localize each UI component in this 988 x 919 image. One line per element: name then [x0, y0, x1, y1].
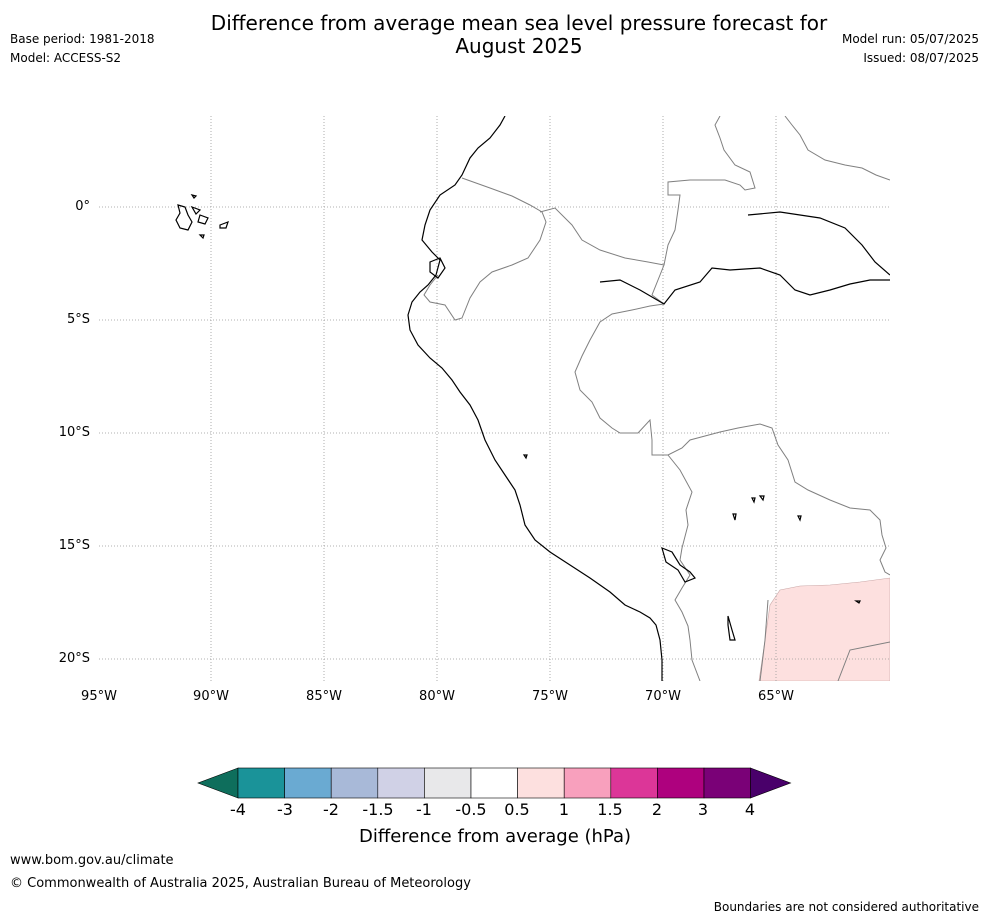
- colorbar-cell: [237, 767, 285, 799]
- colorbar-tick: 3: [697, 800, 709, 819]
- colorbar-tick: 1.5: [597, 800, 623, 819]
- colorbar-tick: -3: [277, 800, 293, 819]
- copyright-text: © Commonwealth of Australia 2025, Austra…: [10, 876, 471, 891]
- colorbar-cell: [563, 767, 612, 799]
- lon-label-75w: 75°W: [532, 689, 568, 704]
- colorbar-tick: -0.5: [455, 800, 487, 819]
- colorbar-tick: -2: [323, 800, 339, 819]
- website-link[interactable]: www.bom.gov.au/climate: [10, 853, 174, 868]
- colorbar-cell: [330, 767, 379, 799]
- colorbar-cell: [517, 767, 565, 799]
- colorbar-tick: 4: [744, 800, 756, 819]
- title-line-1: Difference from average mean sea level p…: [210, 11, 828, 35]
- national-borders: [423, 116, 890, 681]
- colorbar-tick: -4: [230, 800, 246, 819]
- gridlines: [99, 116, 890, 681]
- colorbar-cell: [377, 767, 425, 799]
- colorbar-cell: [470, 767, 518, 799]
- map-title: Difference from average mean sea level p…: [0, 12, 988, 58]
- colorbar-extend-low: [197, 767, 239, 799]
- colorbar: [197, 767, 792, 799]
- lat-label-20s: 20°S: [58, 651, 90, 666]
- base-period: Base period: 1981-2018: [10, 32, 155, 46]
- colorbar-extend-high: [750, 767, 792, 799]
- colorbar-tick: -1.5: [362, 800, 394, 819]
- colorbar-cell: [424, 767, 472, 799]
- lat-label-15s: 15°S: [58, 538, 90, 553]
- lon-label-80w: 80°W: [419, 689, 455, 704]
- lat-label-0: 0°: [75, 199, 90, 214]
- colorbar-cell: [284, 767, 332, 799]
- lon-label-70w: 70°W: [645, 689, 681, 704]
- coastlines: [407, 116, 890, 681]
- colorbar-tick: -1: [416, 800, 432, 819]
- lon-label-65w: 65°W: [758, 689, 794, 704]
- lat-label-5s: 5°S: [66, 312, 90, 327]
- title-line-2: August 2025: [455, 34, 583, 58]
- lon-label-90w: 90°W: [193, 689, 229, 704]
- colorbar-cell: [610, 767, 658, 799]
- lat-label-10s: 10°S: [58, 425, 90, 440]
- galapagos-islands: [175, 194, 861, 604]
- anomaly-fill-region: [758, 577, 890, 681]
- colorbar-tick: 1: [558, 800, 570, 819]
- issued-date: Issued: 08/07/2025: [863, 51, 979, 65]
- colorbar-tick: 2: [651, 800, 663, 819]
- lon-label-95w: 95°W: [81, 689, 117, 704]
- colorbar-cell: [703, 767, 751, 799]
- model-run-date: Model run: 05/07/2025: [841, 32, 979, 46]
- model-name: Model: ACCESS-S2: [10, 51, 122, 65]
- colorbar-label: Difference from average (hPa): [358, 826, 632, 847]
- lon-label-85w: 85°W: [306, 689, 342, 704]
- boundary-disclaimer: Boundaries are not considered authoritat…: [713, 900, 979, 914]
- colorbar-cell: [657, 767, 705, 799]
- colorbar-tick: 0.5: [504, 800, 530, 819]
